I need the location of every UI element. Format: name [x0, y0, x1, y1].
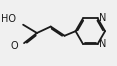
Text: HO: HO: [1, 14, 16, 24]
Text: O: O: [11, 41, 18, 51]
Text: N: N: [99, 39, 106, 49]
Text: N: N: [99, 13, 106, 23]
